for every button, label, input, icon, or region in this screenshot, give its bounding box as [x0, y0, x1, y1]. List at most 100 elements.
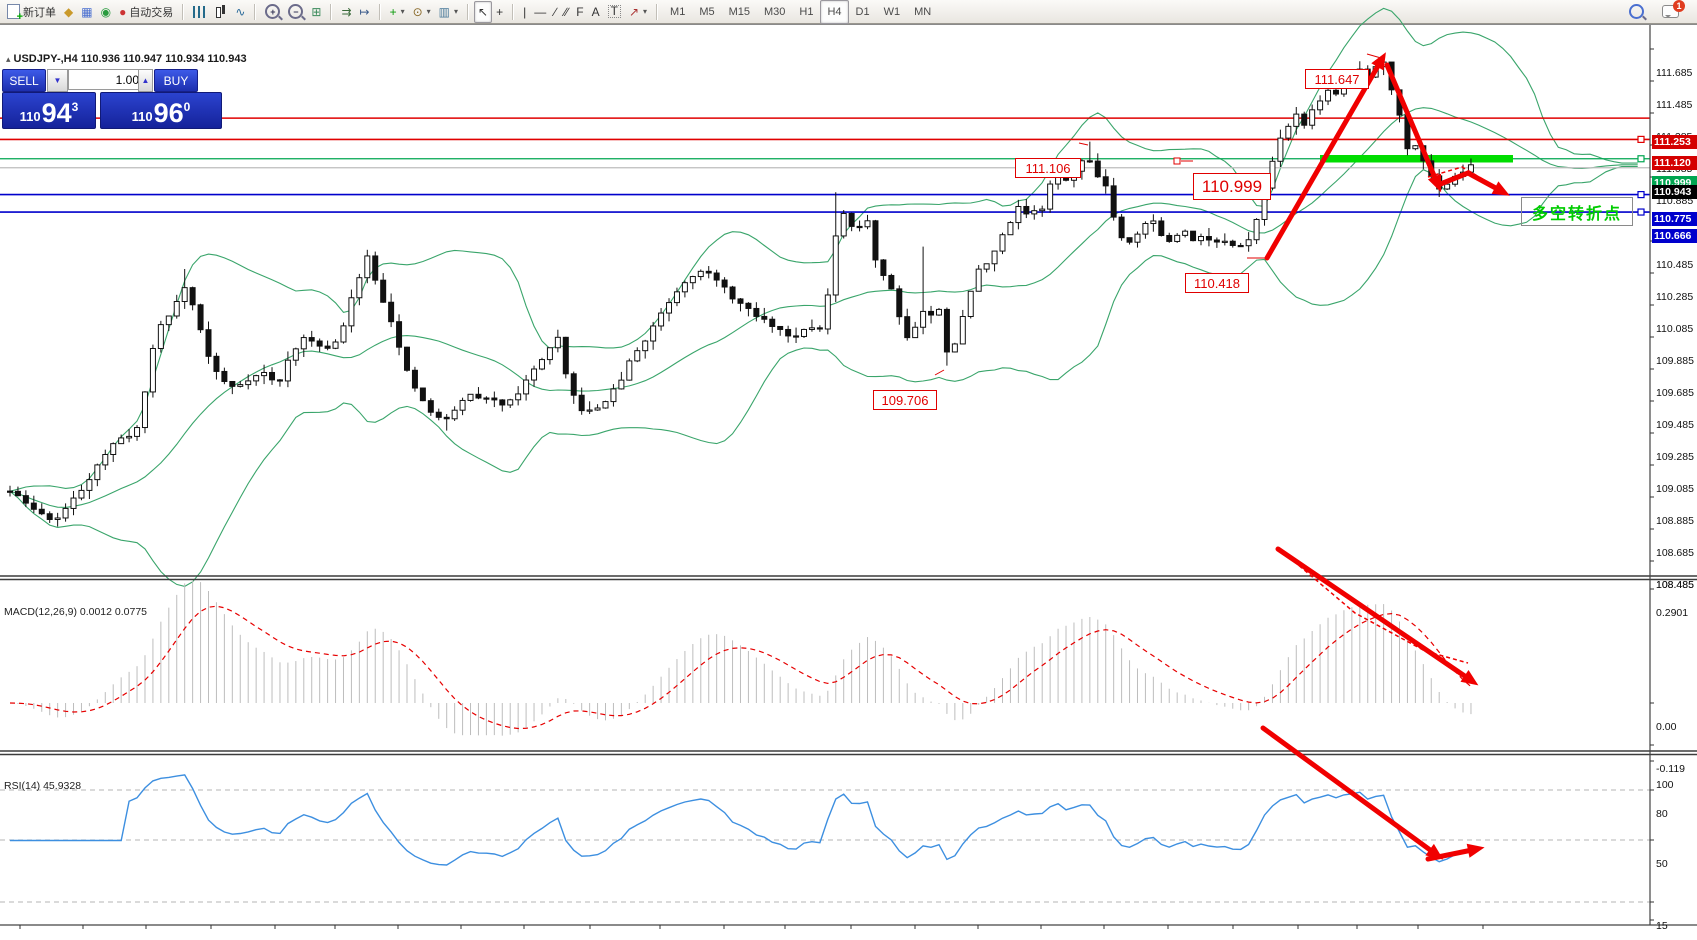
zoom-in-button[interactable]: +: [261, 1, 284, 23]
price-callout-label[interactable]: 111.106: [1015, 158, 1081, 178]
line-chart-button[interactable]: ∿: [231, 1, 249, 23]
trendline-button[interactable]: ∕: [550, 1, 560, 23]
periods-button[interactable]: ⊙ ▾: [409, 1, 435, 23]
rsi-indicator-label: RSI(14) 45.9328: [4, 780, 82, 792]
text-label-button[interactable]: T: [604, 1, 625, 23]
candlestick-chart-button[interactable]: [210, 1, 231, 23]
candle-body: [951, 343, 958, 353]
price-callout-label[interactable]: 110.418: [1185, 273, 1249, 293]
candle-body: [681, 282, 688, 293]
candle-body: [1198, 236, 1204, 242]
candle-body: [673, 291, 680, 304]
candle-body: [411, 369, 418, 389]
timeframe-button-w1[interactable]: W1: [883, 5, 901, 18]
line-handle[interactable]: [1637, 155, 1645, 163]
clock-icon: ⊙: [412, 4, 423, 19]
signals-button[interactable]: ◉: [97, 1, 115, 23]
candle-body: [332, 341, 339, 349]
hline-icon: ―: [534, 4, 547, 19]
candle-body: [1007, 222, 1014, 236]
indicators-button[interactable]: + ▾: [386, 1, 409, 23]
bull-bear-turning-point-note[interactable]: 多空转折点: [1521, 197, 1633, 226]
timeframe-button-m30[interactable]: M30: [764, 5, 786, 18]
notifications-button[interactable]: 1: [1658, 0, 1685, 23]
textA-icon: A: [591, 4, 600, 19]
search-button[interactable]: [1625, 1, 1648, 23]
crosshair-button[interactable]: +: [492, 1, 507, 23]
candle-body: [538, 359, 545, 370]
sell-price-prefix: 110: [19, 109, 41, 124]
price-axis-tick-label: 108.685: [1656, 546, 1694, 559]
candle-body: [38, 508, 45, 515]
gold-bars-button[interactable]: ◆: [60, 1, 77, 23]
horizontal-line-button[interactable]: ―: [530, 1, 550, 23]
candle-body: [761, 315, 768, 320]
sell-button[interactable]: SELL: [2, 69, 46, 92]
price-axis-level-label: 110.943: [1652, 184, 1697, 199]
price-axis-tick-label: 109.085: [1656, 482, 1694, 495]
candle-body: [634, 350, 641, 362]
volume-input[interactable]: [68, 69, 144, 90]
rsi-annotation-arrow: [1260, 725, 1440, 858]
channel-button[interactable]: ∕∕: [560, 1, 572, 23]
price-callout-label[interactable]: 109.706: [873, 390, 937, 410]
timeframe-button-m5[interactable]: M5: [699, 5, 715, 18]
candle-body: [1039, 208, 1046, 212]
sell-price-tile[interactable]: 110 94 3: [2, 92, 96, 129]
candle-body: [284, 359, 291, 382]
candle-body: [1182, 230, 1189, 236]
candle-body: [1229, 240, 1236, 246]
templates-button[interactable]: ▥ ▾: [435, 1, 462, 23]
candle-body: [197, 304, 204, 331]
chart-area[interactable]: 111.685111.485111.285111.085110.885110.4…: [0, 7, 1697, 940]
open-chart-button[interactable]: ▦: [77, 1, 96, 23]
bar-chart-button[interactable]: [189, 1, 210, 23]
timeframe-button-m1[interactable]: M1: [670, 5, 686, 18]
volume-up-button[interactable]: ▲: [138, 69, 153, 92]
candle-body: [1237, 244, 1244, 248]
toolbar-separator: [467, 3, 470, 20]
auto-scroll-button[interactable]: ⇉: [337, 1, 355, 23]
candle-body: [658, 312, 665, 327]
toolbar-group: ⇉ ↦: [334, 0, 376, 23]
price-axis-tick-label: 109.485: [1656, 418, 1694, 431]
price-callout-label[interactable]: 111.647: [1305, 69, 1369, 89]
chart-shift-button[interactable]: ↦: [356, 1, 374, 23]
line-handle[interactable]: [1637, 208, 1645, 216]
price-callout-label[interactable]: 110.999: [1193, 173, 1271, 200]
signal-icon: ◉: [100, 4, 112, 19]
timeframe-button-mn[interactable]: MN: [914, 5, 932, 18]
candle-body: [14, 490, 21, 497]
candle-body: [1023, 205, 1030, 215]
fibonacci-button[interactable]: F: [572, 1, 587, 23]
timeframe-button-d1[interactable]: D1: [855, 5, 870, 18]
candle-body: [872, 220, 879, 261]
line-handle[interactable]: [1637, 191, 1645, 199]
text-button[interactable]: A: [588, 1, 604, 23]
line-handle[interactable]: [1637, 135, 1645, 143]
new-order-button[interactable]: 新订单: [3, 1, 60, 23]
buy-button[interactable]: BUY: [154, 69, 198, 92]
cursor-button[interactable]: ↖: [474, 0, 493, 23]
buy-price-tile[interactable]: 110 96 0: [100, 92, 222, 129]
candle-body: [110, 443, 117, 456]
callout-handle[interactable]: [1173, 157, 1181, 165]
autotrading-button[interactable]: ● 自动交易: [115, 1, 177, 23]
arrows-button[interactable]: ↗ ▾: [625, 1, 651, 23]
timeframe-button-h4[interactable]: H4: [820, 0, 849, 24]
buy-price-big: 96: [153, 98, 184, 128]
tile-windows-button[interactable]: ⊞: [307, 1, 325, 23]
dashed-annotation: [1427, 166, 1499, 189]
green-highlight-zone[interactable]: [1320, 155, 1513, 163]
candle-body: [213, 355, 220, 372]
volume-down-button[interactable]: ▼: [47, 69, 68, 92]
vertical-line-button[interactable]: |: [519, 1, 530, 23]
zoom-out-button[interactable]: −: [284, 1, 307, 23]
candle-body: [666, 302, 673, 314]
timeframe-button-m15[interactable]: M15: [728, 5, 751, 18]
trend-annotation-arrow: [1384, 62, 1441, 188]
candle-body: [1253, 218, 1260, 241]
symbol-ohlc-text: USDJPY-,H4 110.936 110.947 110.934 110.9…: [13, 53, 247, 65]
timeframe-button-h1[interactable]: H1: [799, 5, 814, 18]
